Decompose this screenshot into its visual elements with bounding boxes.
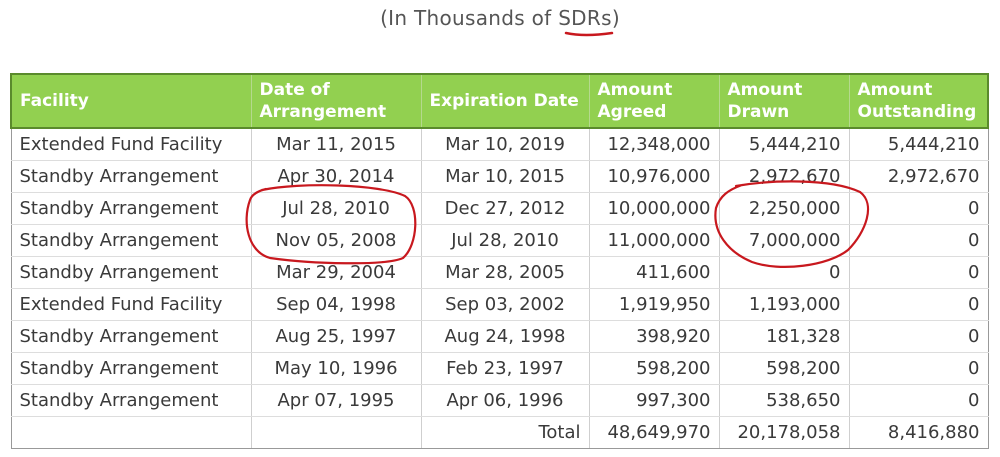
cell-expiration-date: Mar 10, 2019 bbox=[421, 128, 590, 161]
table-row: Standby Arrangement Aug 25, 1997 Aug 24,… bbox=[10, 320, 989, 353]
cell-amount-agreed: 12,348,000 bbox=[589, 128, 720, 161]
caption-prefix: (In Thousands of bbox=[380, 6, 559, 30]
header-amount-drawn: Amount Drawn bbox=[718, 73, 850, 129]
total-amount-outstanding: 8,416,880 bbox=[849, 416, 989, 449]
table-row: Standby Arrangement Jul 28, 2010 Dec 27,… bbox=[10, 192, 989, 225]
cell-amount-agreed: 11,000,000 bbox=[589, 224, 720, 257]
cell-amount-agreed: 398,920 bbox=[589, 320, 720, 353]
header-facility: Facility bbox=[10, 73, 252, 129]
header-date-of-arrangement: Date of Arrangement bbox=[250, 73, 422, 129]
total-amount-drawn: 20,178,058 bbox=[719, 416, 850, 449]
table-row: Standby Arrangement Apr 07, 1995 Apr 06,… bbox=[10, 384, 989, 417]
cell-facility: Standby Arrangement bbox=[10, 224, 252, 257]
cell-date-of-arrangement: Apr 30, 2014 bbox=[251, 160, 422, 193]
cell-amount-agreed: 10,976,000 bbox=[589, 160, 720, 193]
cell-amount-drawn: 2,250,000 bbox=[719, 192, 850, 225]
total-empty-cell bbox=[251, 416, 422, 449]
cell-date-of-arrangement: Jul 28, 2010 bbox=[251, 192, 422, 225]
cell-date-of-arrangement: Mar 29, 2004 bbox=[251, 256, 422, 289]
cell-facility: Standby Arrangement bbox=[10, 320, 252, 353]
cell-facility: Extended Fund Facility bbox=[10, 288, 252, 321]
cell-amount-drawn: 2,972,670 bbox=[719, 160, 850, 193]
cell-amount-agreed: 1,919,950 bbox=[589, 288, 720, 321]
cell-expiration-date: Sep 03, 2002 bbox=[421, 288, 590, 321]
table-row: Extended Fund Facility Mar 11, 2015 Mar … bbox=[10, 128, 989, 161]
cell-date-of-arrangement: Mar 11, 2015 bbox=[251, 128, 422, 161]
total-empty-cell bbox=[10, 416, 252, 449]
table-row: Standby Arrangement Nov 05, 2008 Jul 28,… bbox=[10, 224, 989, 257]
total-amount-agreed: 48,649,970 bbox=[589, 416, 720, 449]
cell-expiration-date: Aug 24, 1998 bbox=[421, 320, 590, 353]
cell-amount-outstanding: 0 bbox=[849, 224, 989, 257]
total-label: Total bbox=[421, 416, 590, 449]
cell-facility: Standby Arrangement bbox=[10, 192, 252, 225]
cell-amount-outstanding: 0 bbox=[849, 320, 989, 353]
arrangements-table: Facility Date of Arrangement Expiration … bbox=[10, 73, 989, 449]
cell-date-of-arrangement: Aug 25, 1997 bbox=[251, 320, 422, 353]
caption-highlight-sdrs: SDRs bbox=[558, 6, 612, 30]
cell-expiration-date: Mar 10, 2015 bbox=[421, 160, 590, 193]
table-row: Standby Arrangement Mar 29, 2004 Mar 28,… bbox=[10, 256, 989, 289]
cell-amount-outstanding: 0 bbox=[849, 384, 989, 417]
cell-amount-drawn: 0 bbox=[719, 256, 850, 289]
cell-facility: Extended Fund Facility bbox=[10, 128, 252, 161]
cell-expiration-date: Feb 23, 1997 bbox=[421, 352, 590, 385]
table-row: Standby Arrangement May 10, 1996 Feb 23,… bbox=[10, 352, 989, 385]
header-amount-outstanding: Amount Outstanding bbox=[848, 73, 989, 129]
cell-amount-drawn: 538,650 bbox=[719, 384, 850, 417]
cell-amount-outstanding: 2,972,670 bbox=[849, 160, 989, 193]
header-expiration-date: Expiration Date bbox=[420, 73, 590, 129]
cell-amount-outstanding: 0 bbox=[849, 352, 989, 385]
cell-amount-agreed: 598,200 bbox=[589, 352, 720, 385]
cell-amount-drawn: 7,000,000 bbox=[719, 224, 850, 257]
cell-amount-outstanding: 0 bbox=[849, 192, 989, 225]
cell-amount-outstanding: 0 bbox=[849, 288, 989, 321]
cell-amount-drawn: 5,444,210 bbox=[719, 128, 850, 161]
cell-amount-drawn: 1,193,000 bbox=[719, 288, 850, 321]
arrangements-table-container: Facility Date of Arrangement Expiration … bbox=[10, 73, 989, 449]
table-caption: (In Thousands of SDRs) bbox=[0, 6, 1000, 30]
cell-date-of-arrangement: May 10, 1996 bbox=[251, 352, 422, 385]
cell-amount-drawn: 181,328 bbox=[719, 320, 850, 353]
cell-date-of-arrangement: Apr 07, 1995 bbox=[251, 384, 422, 417]
header-amount-agreed: Amount Agreed bbox=[588, 73, 720, 129]
cell-expiration-date: Dec 27, 2012 bbox=[421, 192, 590, 225]
cell-facility: Standby Arrangement bbox=[10, 160, 252, 193]
sdrs-underline-mark bbox=[564, 31, 614, 37]
cell-date-of-arrangement: Nov 05, 2008 bbox=[251, 224, 422, 257]
cell-amount-drawn: 598,200 bbox=[719, 352, 850, 385]
cell-expiration-date: Jul 28, 2010 bbox=[421, 224, 590, 257]
cell-amount-outstanding: 5,444,210 bbox=[849, 128, 989, 161]
cell-facility: Standby Arrangement bbox=[10, 256, 252, 289]
cell-facility: Standby Arrangement bbox=[10, 384, 252, 417]
cell-expiration-date: Mar 28, 2005 bbox=[421, 256, 590, 289]
caption-suffix: ) bbox=[611, 6, 620, 30]
cell-date-of-arrangement: Sep 04, 1998 bbox=[251, 288, 422, 321]
cell-amount-outstanding: 0 bbox=[849, 256, 989, 289]
cell-amount-agreed: 997,300 bbox=[589, 384, 720, 417]
cell-facility: Standby Arrangement bbox=[10, 352, 252, 385]
cell-expiration-date: Apr 06, 1996 bbox=[421, 384, 590, 417]
total-row: Total 48,649,970 20,178,058 8,416,880 bbox=[10, 416, 989, 449]
cell-amount-agreed: 10,000,000 bbox=[589, 192, 720, 225]
table-header-row: Facility Date of Arrangement Expiration … bbox=[10, 73, 989, 129]
cell-amount-agreed: 411,600 bbox=[589, 256, 720, 289]
table-row: Standby Arrangement Apr 30, 2014 Mar 10,… bbox=[10, 160, 989, 193]
table-row: Extended Fund Facility Sep 04, 1998 Sep … bbox=[10, 288, 989, 321]
